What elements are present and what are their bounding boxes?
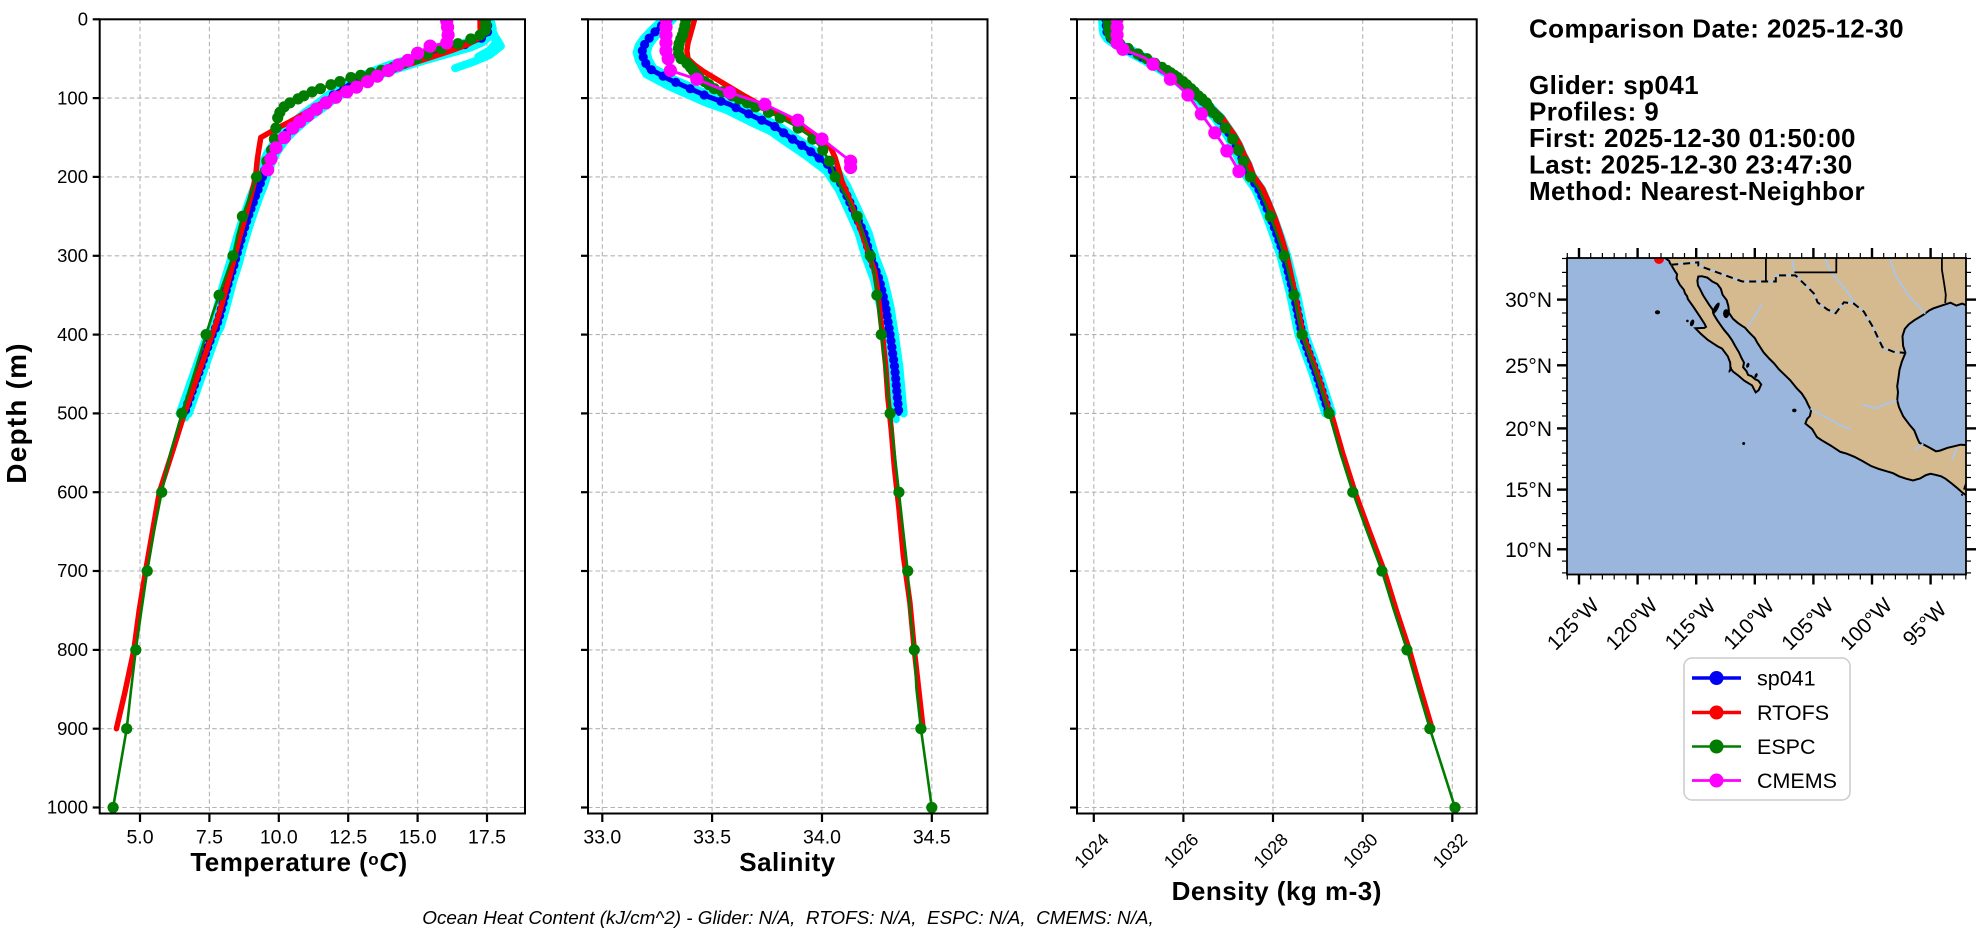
svg-text:0: 0 [78,9,88,30]
svg-text:12.5: 12.5 [329,827,367,849]
svg-text:600: 600 [57,481,88,502]
svg-text:17.5: 17.5 [468,827,506,849]
svg-text:500: 500 [57,403,88,424]
svg-text:900: 900 [57,718,88,739]
svg-text:Ocean Heat Content (kJ/cm^2) -: Ocean Heat Content (kJ/cm^2) - Glider: N… [422,908,1153,929]
svg-text:20°N: 20°N [1505,418,1552,441]
svg-text:25°N: 25°N [1505,355,1552,378]
svg-text:Last: 2025-12-30 23:47:30: Last: 2025-12-30 23:47:30 [1529,150,1853,180]
svg-text:33.5: 33.5 [693,827,731,849]
svg-text:7.5: 7.5 [196,827,223,849]
svg-text:700: 700 [57,560,88,581]
svg-text:RTOFS: RTOFS [1757,701,1829,725]
svg-text:Comparison Date: 2025-12-30: Comparison Date: 2025-12-30 [1529,14,1904,44]
svg-text:15°N: 15°N [1505,479,1552,502]
svg-text:CMEMS: CMEMS [1757,769,1837,793]
svg-text:400: 400 [57,324,88,345]
svg-text:Glider: sp041: Glider: sp041 [1529,70,1699,100]
svg-text:34.5: 34.5 [913,827,951,849]
svg-text:34.0: 34.0 [803,827,841,849]
svg-text:Depth (m): Depth (m) [1,342,32,483]
svg-text:1000: 1000 [47,797,88,818]
svg-text:5.0: 5.0 [126,827,153,849]
svg-text:Salinity: Salinity [739,847,836,877]
svg-text:First: 2025-12-30 01:50:00: First: 2025-12-30 01:50:00 [1529,123,1856,153]
svg-text:800: 800 [57,639,88,660]
svg-text:sp041: sp041 [1757,667,1816,691]
svg-text:100: 100 [57,87,88,108]
svg-text:Profiles: 9: Profiles: 9 [1529,97,1659,127]
svg-text:Method: Nearest-Neighbor: Method: Nearest-Neighbor [1529,176,1865,206]
svg-text:10°N: 10°N [1505,539,1552,562]
svg-text:33.0: 33.0 [583,827,621,849]
svg-text:ESPC: ESPC [1757,735,1816,759]
svg-text:15.0: 15.0 [399,827,437,849]
svg-text:10.0: 10.0 [260,827,298,849]
svg-text:30°N: 30°N [1505,289,1552,312]
svg-text:200: 200 [57,166,88,187]
svg-text:300: 300 [57,245,88,266]
svg-text:Density (kg m-3): Density (kg m-3) [1172,876,1382,906]
